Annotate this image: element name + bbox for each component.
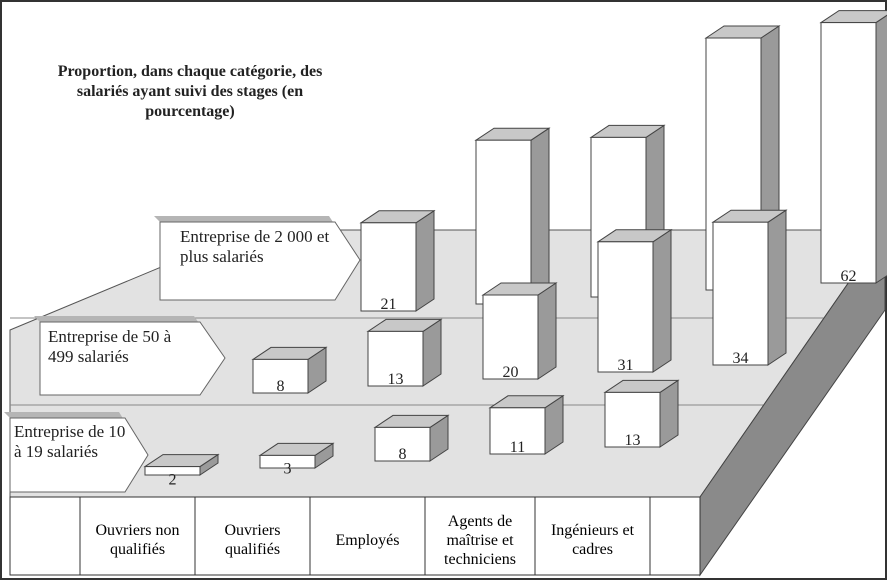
bar-side xyxy=(415,209,435,312)
data-label: 62 xyxy=(841,268,857,285)
bar xyxy=(144,466,201,476)
x-tick-label: Ingénieurs et cadres xyxy=(550,522,635,558)
data-label: 13 xyxy=(625,432,641,449)
bar-top xyxy=(819,10,887,24)
label-box xyxy=(159,221,361,301)
label-box xyxy=(9,417,149,493)
bar xyxy=(259,454,316,469)
bar-side xyxy=(875,14,887,284)
data-label: 11 xyxy=(510,439,525,456)
bar xyxy=(489,407,546,455)
bar-side xyxy=(652,228,672,373)
bar xyxy=(360,222,417,312)
label-box xyxy=(39,321,226,396)
data-label: 3 xyxy=(284,460,292,477)
data-label: 21 xyxy=(381,296,397,313)
bar xyxy=(374,426,431,462)
bar-side xyxy=(767,209,787,366)
bar xyxy=(367,330,424,387)
bar xyxy=(252,358,309,394)
data-label: 8 xyxy=(399,446,407,463)
legend-label: Entreprise de 50 à 499 salariés xyxy=(48,327,172,366)
x-tick-label: Employés xyxy=(335,531,400,549)
data-label: 34 xyxy=(733,350,749,367)
bar-side xyxy=(530,127,550,305)
bar xyxy=(597,241,654,373)
bar xyxy=(604,391,661,448)
bar xyxy=(820,22,877,284)
bar xyxy=(475,139,532,305)
legend-label: Entreprise de 10 à 19 salariés xyxy=(14,422,126,461)
x-tick-label: Ouvriers qualifiés xyxy=(224,522,281,558)
x-tick-label: Ouvriers non qualifiés xyxy=(95,522,180,558)
bar-side xyxy=(537,282,557,380)
legend-label: Entreprise de 2 000 et plus salariés xyxy=(180,227,330,266)
chart-title: Proportion, dans chaque catégorie, des s… xyxy=(57,63,323,120)
platform-front xyxy=(9,496,701,576)
bar xyxy=(482,294,539,380)
data-label: 20 xyxy=(503,364,519,381)
data-label: 2 xyxy=(169,472,177,489)
bars: 21393860628132031342381113 xyxy=(143,10,887,489)
data-label: 8 xyxy=(277,378,285,395)
bar xyxy=(712,221,769,366)
data-label: 31 xyxy=(618,357,634,374)
data-label: 13 xyxy=(388,371,404,388)
x-tick-label: Agents de maîtrise et techniciens xyxy=(444,512,516,568)
